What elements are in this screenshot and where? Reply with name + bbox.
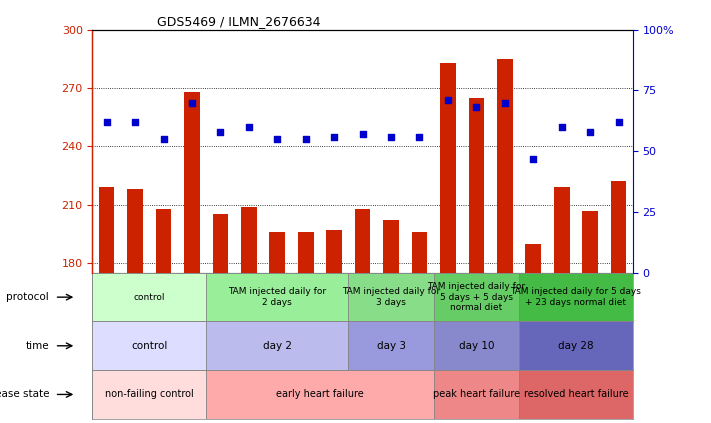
Bar — [519, 370, 633, 419]
Bar — [213, 214, 228, 273]
Point — [158, 136, 169, 143]
Bar — [469, 98, 484, 273]
Bar — [269, 232, 285, 273]
Point — [101, 119, 112, 126]
Point — [385, 133, 397, 140]
Text: peak heart failure: peak heart failure — [433, 390, 520, 399]
Bar — [206, 370, 434, 419]
Text: day 10: day 10 — [459, 341, 494, 351]
Point — [272, 136, 283, 143]
Text: TAM injected daily for 5 days
+ 23 days normal diet: TAM injected daily for 5 days + 23 days … — [510, 288, 641, 307]
Bar — [434, 370, 519, 419]
Text: day 3: day 3 — [377, 341, 405, 351]
Text: day 28: day 28 — [558, 341, 594, 351]
Point — [215, 129, 226, 135]
Text: disease state: disease state — [0, 390, 49, 399]
Bar — [298, 232, 314, 273]
Point — [328, 133, 340, 140]
Bar — [99, 187, 114, 273]
Bar — [497, 59, 513, 273]
Bar — [383, 220, 399, 273]
Point — [613, 119, 624, 126]
Point — [442, 97, 454, 104]
Bar — [241, 207, 257, 273]
Point — [414, 133, 425, 140]
Point — [499, 99, 510, 106]
Text: time: time — [26, 341, 49, 351]
Bar — [206, 321, 348, 370]
Bar — [611, 181, 626, 273]
Bar — [434, 273, 519, 321]
Text: early heart failure: early heart failure — [276, 390, 364, 399]
Point — [584, 129, 596, 135]
Bar — [92, 321, 206, 370]
Bar — [355, 209, 370, 273]
Bar — [519, 273, 633, 321]
Bar — [434, 321, 519, 370]
Bar — [184, 92, 200, 273]
Text: GDS5469 / ILMN_2676634: GDS5469 / ILMN_2676634 — [157, 16, 321, 28]
Point — [471, 104, 482, 111]
Point — [556, 124, 567, 130]
Point — [300, 136, 311, 143]
Bar — [127, 189, 143, 273]
Text: TAM injected daily for
2 days: TAM injected daily for 2 days — [228, 288, 326, 307]
Bar — [348, 321, 434, 370]
Point — [186, 99, 198, 106]
Point — [528, 155, 539, 162]
Text: TAM injected daily for
5 days + 5 days
normal diet: TAM injected daily for 5 days + 5 days n… — [427, 282, 525, 312]
Bar — [554, 187, 570, 273]
Bar — [582, 211, 598, 273]
Bar — [440, 63, 456, 273]
Text: non-failing control: non-failing control — [105, 390, 193, 399]
Text: control: control — [134, 293, 165, 302]
Bar — [92, 273, 206, 321]
Point — [243, 124, 255, 130]
Text: TAM injected daily for
3 days: TAM injected daily for 3 days — [342, 288, 440, 307]
Bar — [156, 209, 171, 273]
Point — [357, 131, 368, 137]
Text: control: control — [131, 341, 168, 351]
Point — [129, 119, 141, 126]
Bar — [206, 273, 348, 321]
Bar — [92, 370, 206, 419]
Text: resolved heart failure: resolved heart failure — [523, 390, 629, 399]
Bar — [326, 230, 342, 273]
Bar — [412, 232, 427, 273]
Text: protocol: protocol — [6, 292, 49, 302]
Bar — [525, 244, 541, 273]
Text: day 2: day 2 — [263, 341, 292, 351]
Bar — [519, 321, 633, 370]
Bar — [348, 273, 434, 321]
